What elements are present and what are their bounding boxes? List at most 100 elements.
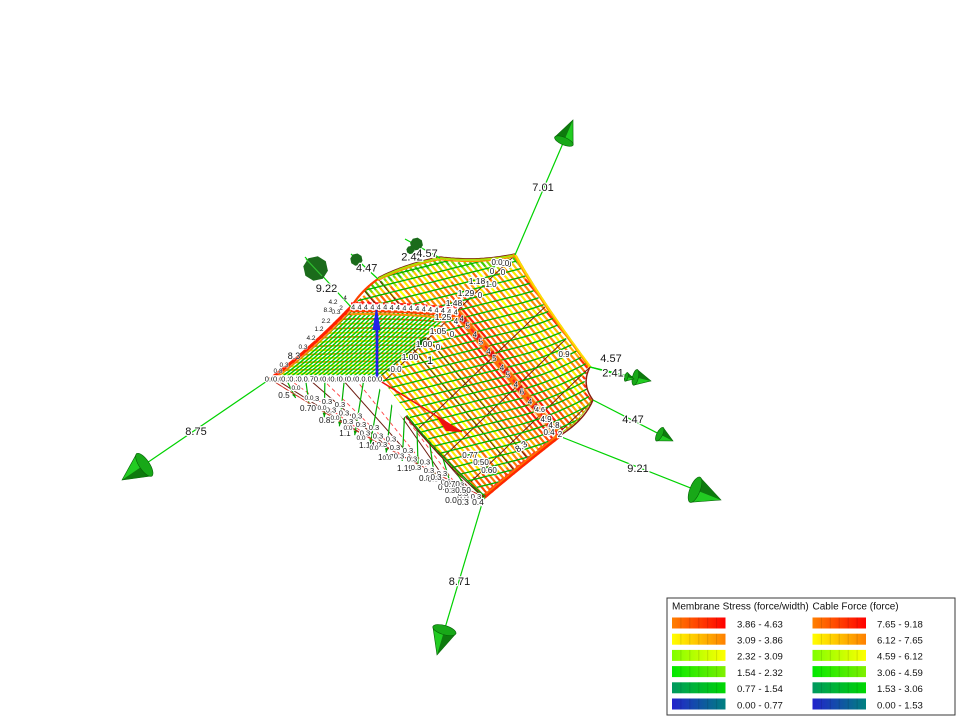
svg-text:4: 4 (447, 307, 451, 316)
svg-text:0.3: 0.3 (322, 397, 332, 406)
svg-text:0.3: 0.3 (407, 455, 417, 464)
svg-text:4.8: 4.8 (548, 421, 560, 430)
svg-text:1.2: 1.2 (314, 326, 323, 333)
svg-text:0.3: 0.3 (339, 409, 349, 418)
svg-text:4: 4 (364, 303, 368, 312)
svg-text:0: 0 (505, 259, 510, 268)
svg-text:0.00 - 1.53: 0.00 - 1.53 (877, 700, 923, 711)
svg-text:0.0: 0.0 (347, 375, 357, 384)
svg-text:0.3: 0.3 (360, 429, 370, 438)
svg-text:4.59 - 6.12: 4.59 - 6.12 (877, 652, 923, 663)
svg-text:7.01: 7.01 (532, 182, 553, 194)
svg-text:Cable Force (force): Cable Force (force) (813, 602, 899, 613)
svg-text:0.0: 0.0 (390, 365, 402, 374)
svg-text:0.0: 0.0 (343, 425, 352, 432)
svg-text:5: 5 (506, 371, 511, 380)
svg-text:0.8: 0.8 (273, 368, 282, 375)
svg-text:0.3: 0.3 (441, 478, 451, 487)
svg-text:4: 4 (415, 304, 419, 313)
svg-text:4.2: 4.2 (306, 335, 315, 342)
svg-text:0.3: 0.3 (403, 446, 413, 455)
svg-text:4.47: 4.47 (622, 414, 643, 426)
svg-text:4: 4 (500, 364, 505, 373)
svg-text:2: 2 (339, 305, 343, 312)
svg-text:0.3: 0.3 (352, 412, 362, 421)
svg-text:0.3: 0.3 (457, 497, 469, 507)
svg-text:3.09 - 3.86: 3.09 - 3.86 (737, 636, 783, 647)
svg-text:0.3: 0.3 (279, 362, 288, 369)
svg-text:0.3: 0.3 (373, 432, 383, 441)
svg-text:0.0: 0.0 (372, 375, 382, 384)
svg-text:4.47: 4.47 (356, 263, 377, 275)
svg-text:2.32 - 3.09: 2.32 - 3.09 (737, 652, 783, 663)
svg-text:5: 5 (465, 322, 470, 331)
svg-text:0: 0 (478, 291, 483, 300)
svg-text:0.3: 0.3 (424, 466, 434, 475)
svg-text:4: 4 (435, 306, 439, 315)
svg-text:4: 4 (454, 317, 459, 326)
svg-text:2: 2 (558, 430, 563, 439)
svg-text:1.18: 1.18 (469, 276, 486, 286)
svg-text:0.3: 0.3 (420, 458, 430, 467)
svg-text:0: 0 (501, 268, 506, 277)
svg-text:0.3: 0.3 (326, 406, 336, 415)
svg-text:8.3: 8.3 (323, 307, 332, 314)
svg-text:2.42: 2.42 (401, 252, 422, 264)
svg-text:0.0: 0.0 (322, 375, 332, 384)
svg-text:0.0: 0.0 (330, 375, 340, 384)
svg-text:0.3: 0.3 (335, 400, 345, 409)
svg-text:0.77 - 1.54: 0.77 - 1.54 (737, 684, 784, 695)
svg-text:1.14: 1.14 (359, 441, 375, 450)
svg-text:1.00: 1.00 (402, 352, 419, 362)
svg-text:0.4: 0.4 (472, 497, 484, 507)
svg-text:4: 4 (454, 308, 458, 317)
svg-text:1.05: 1.05 (430, 326, 447, 336)
svg-text:1.48: 1.48 (446, 298, 463, 308)
svg-text:0.50: 0.50 (473, 458, 489, 467)
svg-text:4: 4 (402, 303, 406, 312)
svg-text:0.0: 0.0 (355, 375, 365, 384)
svg-text:0: 0 (490, 267, 495, 276)
svg-text:1.53 - 3.06: 1.53 - 3.06 (877, 684, 923, 695)
svg-text:1.25: 1.25 (435, 312, 452, 322)
svg-text:5: 5 (479, 338, 484, 347)
svg-text:1.19: 1.19 (397, 464, 413, 473)
svg-text:4: 4 (422, 305, 426, 314)
svg-text:0.4: 0.4 (543, 428, 555, 437)
svg-text:5: 5 (492, 354, 497, 363)
svg-text:0.5: 0.5 (278, 391, 290, 400)
svg-text:6: 6 (520, 388, 525, 397)
svg-text:4: 4 (473, 331, 478, 340)
svg-text:0.0: 0.0 (304, 395, 313, 402)
svg-text:0: 0 (450, 330, 455, 339)
svg-text:4: 4 (383, 303, 387, 312)
svg-text:4.2: 4.2 (328, 299, 337, 306)
svg-text:9.21: 9.21 (627, 463, 648, 475)
svg-text:0.80: 0.80 (419, 474, 435, 483)
svg-text:1.17: 1.17 (378, 453, 394, 462)
svg-text:6.12 - 7.65: 6.12 - 7.65 (877, 636, 923, 647)
svg-text:4: 4 (459, 315, 464, 324)
svg-text:0.0: 0.0 (445, 495, 457, 505)
svg-text:0.50: 0.50 (455, 486, 471, 495)
svg-text:0.0: 0.0 (356, 435, 365, 442)
svg-text:0.3: 0.3 (369, 423, 379, 432)
svg-text:4: 4 (396, 303, 400, 312)
svg-text:1: 1 (427, 355, 433, 367)
svg-text:0.0: 0.0 (273, 375, 283, 384)
svg-text:8.75: 8.75 (185, 426, 206, 438)
svg-text:4.6: 4.6 (535, 407, 545, 414)
svg-text:1.00: 1.00 (416, 339, 433, 349)
svg-text:0.0: 0.0 (382, 455, 391, 462)
svg-text:0.3: 0.3 (289, 375, 299, 384)
svg-text:4.9: 4.9 (540, 415, 552, 424)
svg-text:4: 4 (390, 303, 394, 312)
svg-text:0.3: 0.3 (471, 492, 481, 501)
svg-text:0.3: 0.3 (394, 452, 404, 461)
svg-text:4: 4 (358, 303, 362, 312)
svg-text:0.70: 0.70 (444, 480, 460, 489)
svg-text:4: 4 (441, 306, 445, 315)
svg-text:4.57: 4.57 (600, 353, 621, 365)
svg-text:0.3: 0.3 (411, 463, 421, 472)
svg-text:0.0: 0.0 (297, 375, 307, 384)
